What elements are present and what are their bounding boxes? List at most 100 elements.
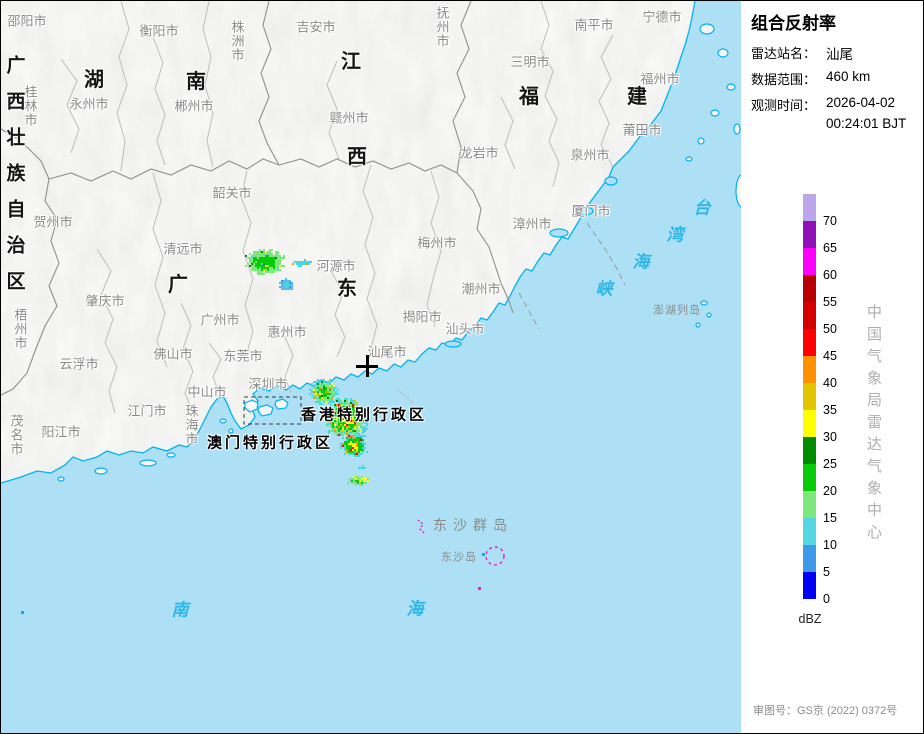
- sar-label: 香港特别行政区: [300, 406, 428, 424]
- island-label: 东沙群岛: [433, 517, 513, 533]
- city-label: 福州市: [640, 71, 680, 87]
- island-label: 东沙岛: [441, 551, 477, 564]
- province-label: 广西壮族自治区: [3, 55, 25, 307]
- legend-label: 10: [823, 538, 837, 552]
- legend-color-35: [803, 383, 816, 410]
- province-label: 西: [347, 146, 367, 168]
- sea-label: 台: [693, 198, 711, 218]
- city-label: 云浮市: [59, 356, 99, 372]
- city-label: 中山市: [187, 384, 227, 400]
- province-label: 江: [341, 51, 361, 73]
- province-label: 广: [168, 274, 188, 296]
- time-value-time: 00:24:01 BJT: [826, 116, 907, 131]
- legend-label: 20: [823, 484, 837, 498]
- city-label: 清远市: [163, 241, 203, 257]
- city-label: 梅州市: [417, 235, 457, 251]
- station-row: 雷达站名： 汕尾: [751, 43, 853, 62]
- legend-label: 35: [823, 403, 837, 417]
- city-label: 永州市: [69, 96, 109, 112]
- sar-label: 澳门特别行政区: [206, 434, 334, 452]
- city-label: 汕尾市: [367, 344, 407, 360]
- city-label: 株洲市: [229, 20, 245, 62]
- city-label: 贺州市: [33, 214, 73, 230]
- product-title: 组合反射率: [751, 14, 836, 33]
- legend-unit: dBZ: [798, 612, 822, 626]
- time-label: 观测时间：: [751, 98, 817, 113]
- city-label: 漳州市: [512, 216, 552, 232]
- city-label: 龙岩市: [459, 145, 499, 161]
- legend-color-0: [803, 572, 816, 599]
- time-value-date: 2026-04-02: [826, 95, 896, 110]
- city-label: 邵阳市: [7, 13, 47, 29]
- sea-label: 海: [406, 599, 424, 619]
- legend-color-60: [803, 248, 816, 275]
- legend-color-45: [803, 329, 816, 356]
- province-label: 福: [519, 86, 539, 108]
- sea-label: 南: [171, 600, 189, 620]
- city-label: 东莞市: [223, 348, 263, 364]
- range-label: 数据范围：: [751, 72, 817, 87]
- legend-label: 15: [823, 511, 837, 525]
- city-label: 韶关市: [212, 185, 252, 201]
- city-label: 河源市: [316, 258, 356, 274]
- radar-map: 邵阳市 衡阳市 株洲市 吉安市 抚州市 南平市 宁德市 三明市 福州市 莆田市 泉州市 龙岩市 桂林市 永…: [1, 1, 741, 733]
- city-label: 汕头市: [445, 321, 485, 337]
- island-label: 澎湖列岛: [653, 304, 701, 317]
- city-label: 衡阳市: [139, 23, 179, 39]
- city-label: 吉安市: [296, 19, 336, 35]
- province-label: 建: [627, 86, 647, 108]
- city-label: 厦门市: [571, 203, 611, 219]
- legend-color-5: [803, 545, 816, 572]
- city-label: 珠海市: [183, 404, 199, 446]
- city-label: 茂名市: [8, 414, 24, 456]
- city-label: 梧州市: [12, 308, 28, 350]
- legend-label: 55: [823, 295, 837, 309]
- city-label: 阳江市: [41, 424, 81, 440]
- legend-label: 40: [823, 376, 837, 390]
- range-value: 460 km: [826, 69, 871, 84]
- legend-color-65: [803, 221, 816, 248]
- city-label: 惠州市: [267, 324, 307, 340]
- map-approval-number: 审图号：GS京 (2022) 0372号: [753, 705, 898, 717]
- city-label: 泉州市: [570, 147, 610, 163]
- sea-label: 海: [632, 252, 650, 272]
- sea-label: 湾: [666, 225, 684, 245]
- city-label: 宁德市: [642, 9, 682, 25]
- legend-color-50: [803, 302, 816, 329]
- city-label: 桂林市: [22, 85, 38, 127]
- city-label: 潮州市: [461, 281, 501, 297]
- legend-label: 5: [823, 565, 830, 579]
- legend-label: 60: [823, 268, 837, 282]
- province-label: 东: [337, 278, 357, 300]
- legend-color-10: [803, 518, 816, 545]
- legend-color-15: [803, 491, 816, 518]
- legend-label: 0: [823, 592, 830, 606]
- station-value: 汕尾: [826, 47, 853, 62]
- legend-label: 30: [823, 430, 837, 444]
- legend-color-55: [803, 275, 816, 302]
- province-label: 南: [186, 71, 206, 93]
- range-row: 数据范围： 460 km: [751, 69, 870, 88]
- legend-color-20: [803, 464, 816, 491]
- city-label: 深圳市: [248, 376, 288, 392]
- city-label: 抚州市: [434, 6, 450, 48]
- legend-label: 65: [823, 241, 837, 255]
- watermark-text: 中国气象局雷达气象中心: [865, 304, 882, 546]
- city-label: 佛山市: [153, 346, 193, 362]
- legend-label: 45: [823, 349, 837, 363]
- legend-color-40: [803, 356, 816, 383]
- city-label: 赣州市: [329, 110, 369, 126]
- station-label: 雷达站名：: [751, 46, 817, 61]
- city-label: 三明市: [510, 54, 550, 70]
- legend-label: 50: [823, 322, 837, 336]
- city-label: 揭阳市: [402, 309, 442, 325]
- legend-color-25: [803, 437, 816, 464]
- info-panel: 组合反射率 雷达站名： 汕尾 数据范围： 460 km 观测时间： 2026-0…: [741, 1, 923, 733]
- province-label: 湖: [84, 69, 104, 91]
- sea-label: 峡: [595, 279, 613, 299]
- city-label: 江门市: [127, 403, 167, 419]
- city-label: 肇庆市: [85, 293, 125, 309]
- legend-label: 25: [823, 457, 837, 471]
- time-row: 观测时间： 2026-04-02: [751, 95, 895, 114]
